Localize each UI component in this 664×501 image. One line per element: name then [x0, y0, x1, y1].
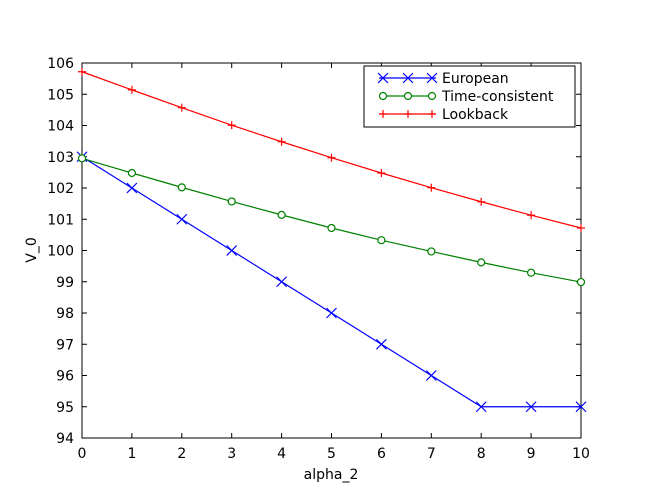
- y-tick-label: 102: [47, 181, 74, 197]
- data-point-lookback: [177, 103, 186, 112]
- legend-item-lookback: Lookback: [379, 107, 509, 123]
- data-point-time-consistent: [377, 236, 386, 245]
- x-tick-label: 0: [78, 446, 87, 462]
- data-point-european: [475, 401, 487, 413]
- data-point-time-consistent: [177, 183, 186, 192]
- series-layer: [76, 67, 587, 413]
- legend-marker: [404, 110, 412, 118]
- y-tick-label: 98: [56, 306, 74, 322]
- y-axis-label: V_0: [24, 237, 40, 262]
- data-point-time-consistent: [227, 197, 236, 206]
- y-tick-label: 106: [47, 56, 74, 72]
- legend-label: European: [442, 71, 509, 87]
- x-tick-label: 10: [572, 446, 590, 462]
- legend-marker: [378, 91, 388, 101]
- series-time-consistent: [77, 154, 586, 287]
- data-point-lookback: [227, 121, 236, 130]
- data-point-european: [326, 307, 337, 319]
- data-point-lookback: [577, 224, 585, 232]
- y-tick-label: 103: [47, 150, 74, 166]
- legend-item-european: European: [377, 71, 509, 87]
- x-tick-label: 2: [177, 446, 186, 462]
- legend-label: Lookback: [442, 107, 509, 123]
- series-european: [76, 151, 587, 413]
- data-point-lookback: [277, 137, 286, 146]
- data-point-time-consistent: [277, 210, 286, 219]
- x-tick-label: 8: [477, 446, 486, 462]
- data-point-lookback: [127, 85, 136, 94]
- legend-marker: [379, 110, 387, 118]
- x-axis-label: alpha_2: [304, 467, 359, 483]
- data-point-time-consistent: [477, 258, 486, 267]
- data-point-lookback: [327, 153, 336, 162]
- data-point-lookback: [78, 67, 86, 76]
- legend-marker: [426, 72, 438, 84]
- legend-item-time-consistent: Time-consistent: [378, 89, 554, 105]
- data-point-lookback: [377, 169, 386, 177]
- x-tick-label: 5: [327, 446, 336, 462]
- data-point-european: [276, 276, 288, 288]
- series-lookback: [78, 67, 585, 232]
- x-tick-label: 6: [377, 446, 386, 462]
- data-point-european: [525, 401, 537, 413]
- legend-marker: [428, 110, 436, 118]
- y-tick-label: 96: [56, 369, 74, 385]
- legend-marker: [402, 72, 414, 84]
- data-point-time-consistent: [526, 268, 536, 277]
- y-tick-label: 104: [47, 119, 74, 135]
- y-tick-label: 100: [47, 244, 74, 260]
- legend-marker: [377, 72, 389, 84]
- data-point-time-consistent: [77, 154, 87, 163]
- y-axis: 94 95 96 97 98 99 100 101 102 103 104 105 106: [47, 56, 581, 447]
- data-point-lookback: [527, 211, 536, 220]
- data-point-european: [226, 245, 238, 256]
- x-tick-label: 9: [527, 446, 536, 462]
- y-tick-label: 94: [56, 431, 74, 447]
- y-tick-label: 105: [47, 87, 74, 103]
- data-point-european: [575, 401, 587, 413]
- data-point-european: [176, 213, 188, 225]
- legend-label: Time-consistent: [441, 89, 554, 105]
- x-tick-label: 1: [127, 446, 136, 462]
- legend-marker: [403, 91, 413, 101]
- data-point-lookback: [477, 197, 486, 206]
- legend-marker: [427, 91, 437, 101]
- data-point-lookback: [427, 183, 436, 192]
- data-point-european: [425, 370, 437, 381]
- data-point-time-consistent: [127, 168, 136, 178]
- y-tick-label: 95: [56, 400, 74, 416]
- x-axis: 0 1 2 3 4 5 6 7 8 9 10: [78, 63, 590, 462]
- x-tick-label: 4: [277, 446, 286, 462]
- y-tick-label: 97: [56, 337, 74, 353]
- x-tick-label: 7: [427, 446, 436, 462]
- x-tick-label: 3: [227, 446, 236, 462]
- y-tick-label: 99: [56, 275, 74, 291]
- legend: European Time-consistent Lookback: [363, 65, 576, 128]
- data-point-time-consistent: [576, 277, 586, 287]
- data-point-european: [126, 182, 138, 194]
- y-tick-label: 101: [47, 212, 74, 228]
- data-point-time-consistent: [327, 223, 336, 233]
- data-point-time-consistent: [427, 247, 436, 256]
- data-point-european: [375, 338, 387, 350]
